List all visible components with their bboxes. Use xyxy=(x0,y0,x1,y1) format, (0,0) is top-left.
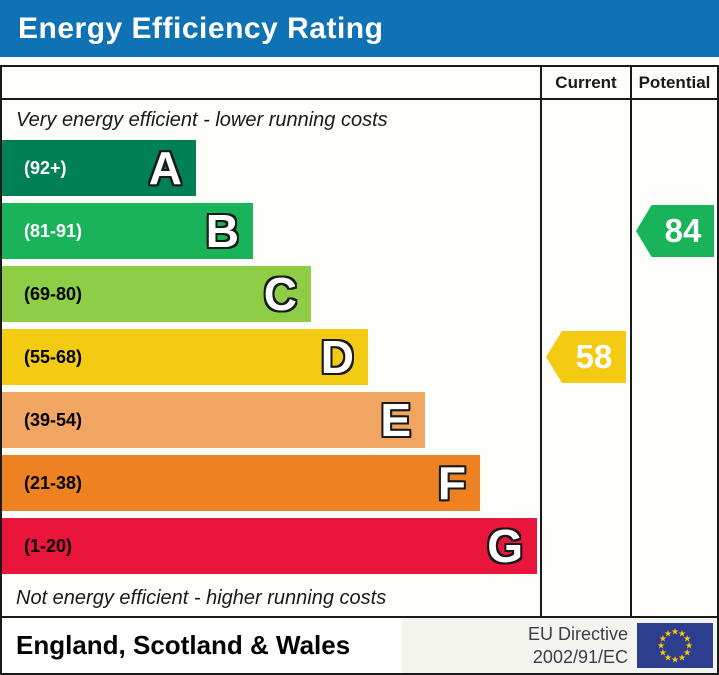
band-letter-g: G xyxy=(487,520,523,572)
eu-star-icon: ★ xyxy=(677,627,687,638)
top-note: Very energy efficient - lower running co… xyxy=(16,108,388,131)
band-row-b: (81-91) B xyxy=(2,203,540,259)
bottom-note: Not energy efficient - higher running co… xyxy=(16,587,387,609)
header-spacer xyxy=(2,67,540,98)
band-bar-f: (21-38) F xyxy=(2,455,480,511)
bands-column: Very energy efficient - lower running co… xyxy=(2,100,540,616)
band-range-a: (92+) xyxy=(24,157,67,178)
band-row-a: (92+) A xyxy=(2,140,540,196)
band-bar-d: (55-68) D xyxy=(2,329,368,385)
eu-directive-line1: EU Directive xyxy=(527,624,628,644)
eu-star-icon: ★ xyxy=(670,626,680,636)
rating-table: Current Potential Very energy efficient … xyxy=(0,65,719,618)
band-row-f: (21-38) F xyxy=(2,455,540,511)
eu-directive-label: EU Directive 2002/91/EC xyxy=(528,623,628,668)
band-bar-e: (39-54) E xyxy=(2,392,425,448)
band-bar-b: (81-91) B xyxy=(2,203,253,259)
band-bar-g: (1-20) G xyxy=(2,518,537,574)
band-letter-c: C xyxy=(263,268,297,320)
potential-rating-value: 84 xyxy=(664,212,702,249)
eu-star-icon: ★ xyxy=(658,647,667,657)
band-range-b: (81-91) xyxy=(24,220,83,241)
band-row-e: (39-54) E xyxy=(2,392,540,448)
page-title: Energy Efficiency Rating xyxy=(18,11,384,45)
eu-star-icon: ★ xyxy=(656,640,666,650)
band-range-f: (21-38) xyxy=(24,472,83,493)
band-range-e: (39-54) xyxy=(24,409,83,430)
eu-star-icon: ★ xyxy=(684,640,694,650)
column-header-potential: Potential xyxy=(630,67,717,98)
table-body: Very energy efficient - lower running co… xyxy=(2,100,717,616)
band-range-c: (69-80) xyxy=(24,283,83,304)
region-label: England, Scotland & Wales xyxy=(16,630,351,660)
band-letter-f: F xyxy=(437,457,466,509)
eu-flag-icon: ★ ★ ★ ★ ★ ★ ★ ★ ★ ★ ★ ★ xyxy=(637,623,713,668)
eu-star-icon: ★ xyxy=(683,633,692,643)
column-header-current: Current xyxy=(540,67,630,98)
band-letter-a: A xyxy=(148,142,182,194)
eu-star-icon: ★ xyxy=(663,627,673,638)
current-rating-marker: 58 xyxy=(546,331,626,383)
band-letter-e: E xyxy=(380,394,411,446)
eu-directive-line2: 2002/91/EC xyxy=(532,646,628,667)
current-value-column: 58 xyxy=(540,100,630,616)
eu-star-icon: ★ xyxy=(683,647,692,657)
eu-star-icon: ★ xyxy=(677,652,687,663)
table-header-row: Current Potential xyxy=(2,67,717,100)
band-bar-a: (92+) A xyxy=(2,140,196,196)
title-bar: Energy Efficiency Rating xyxy=(0,0,719,57)
potential-value-column: 84 xyxy=(630,100,717,616)
band-row-c: (69-80) C xyxy=(2,266,540,322)
band-range-g: (1-20) xyxy=(24,535,73,556)
band-row-d: (55-68) D xyxy=(2,329,540,385)
band-row-g: (1-20) G xyxy=(2,518,540,574)
band-range-d: (55-68) xyxy=(24,346,83,367)
eu-star-icon: ★ xyxy=(670,654,680,664)
band-bar-c: (69-80) C xyxy=(2,266,311,322)
current-rating-value: 58 xyxy=(575,338,613,375)
eu-star-icon: ★ xyxy=(663,652,673,663)
band-letter-d: D xyxy=(320,331,354,383)
band-letter-b: B xyxy=(205,205,239,257)
footer: England, Scotland & Wales EU Directive 2… xyxy=(0,618,719,675)
potential-rating-marker: 84 xyxy=(636,205,714,257)
eu-star-icon: ★ xyxy=(658,633,667,643)
